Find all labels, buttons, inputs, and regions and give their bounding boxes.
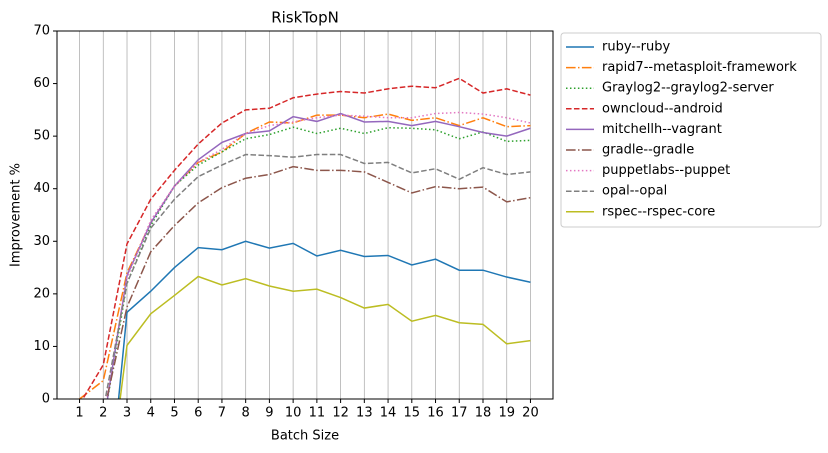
x-tick-label: 19 <box>498 406 515 421</box>
x-tick-label: 6 <box>194 406 202 421</box>
series-line <box>105 165 531 399</box>
x-tick-label: 1 <box>75 406 83 421</box>
x-tick-label: 9 <box>265 406 273 421</box>
x-tick-label: 15 <box>404 406 421 421</box>
legend-label: owncloud--android <box>602 101 723 116</box>
series-line <box>81 77 531 399</box>
chart-title: RiskTopN <box>271 9 339 27</box>
y-tick-label: 20 <box>33 286 50 301</box>
y-tick-label: 50 <box>33 129 50 144</box>
grid <box>79 31 531 399</box>
x-tick-label: 2 <box>99 406 107 421</box>
series-line <box>106 112 531 399</box>
x-tick-label: 5 <box>170 406 178 421</box>
legend-label: puppetlabs--puppet <box>602 163 730 178</box>
series-line <box>117 240 531 399</box>
x-tick-label: 17 <box>451 406 468 421</box>
y-tick-label: 0 <box>42 392 50 407</box>
x-tick-label: 7 <box>218 406 226 421</box>
axes-frame <box>56 30 554 400</box>
x-axis-label: Batch Size <box>271 429 339 444</box>
x-tick-label: 12 <box>332 406 349 421</box>
x-tick-label: 16 <box>427 406 444 421</box>
x-tick-label: 8 <box>242 406 250 421</box>
legend-label: ruby--ruby <box>602 40 671 55</box>
legend-label: rapid7--metasploit-framework <box>602 60 797 75</box>
y-tick-label: 10 <box>33 339 50 354</box>
series-line <box>105 111 531 399</box>
y-tick-label: 70 <box>33 24 50 39</box>
legend-label: Graylog2--graylog2-server <box>602 81 774 96</box>
y-tick-label: 30 <box>33 234 50 249</box>
legend-label: mitchellh--vagrant <box>602 122 722 137</box>
plot-area <box>79 77 531 399</box>
x-tick-label: 3 <box>123 406 131 421</box>
legend-box <box>560 32 822 228</box>
x-tick-label: 20 <box>522 406 539 421</box>
x-tick-label: 13 <box>356 406 373 421</box>
y-tick-label: 40 <box>33 181 50 196</box>
legend-label: rspec--rspec-core <box>602 204 715 219</box>
x-tick-label: 14 <box>380 406 397 421</box>
series-line <box>104 153 531 399</box>
series-line <box>79 113 531 399</box>
legend-label: opal--opal <box>602 184 667 199</box>
y-tick-label: 60 <box>33 76 50 91</box>
x-tick-label: 11 <box>309 406 326 421</box>
y-axis-label: Improvement % <box>9 163 24 267</box>
legend-label: gradle--gradle <box>602 143 694 158</box>
x-tick-label: 10 <box>285 406 302 421</box>
series-line <box>119 275 531 399</box>
x-tick-label: 18 <box>475 406 492 421</box>
x-tick-label: 4 <box>147 406 155 421</box>
series-line <box>106 126 531 399</box>
